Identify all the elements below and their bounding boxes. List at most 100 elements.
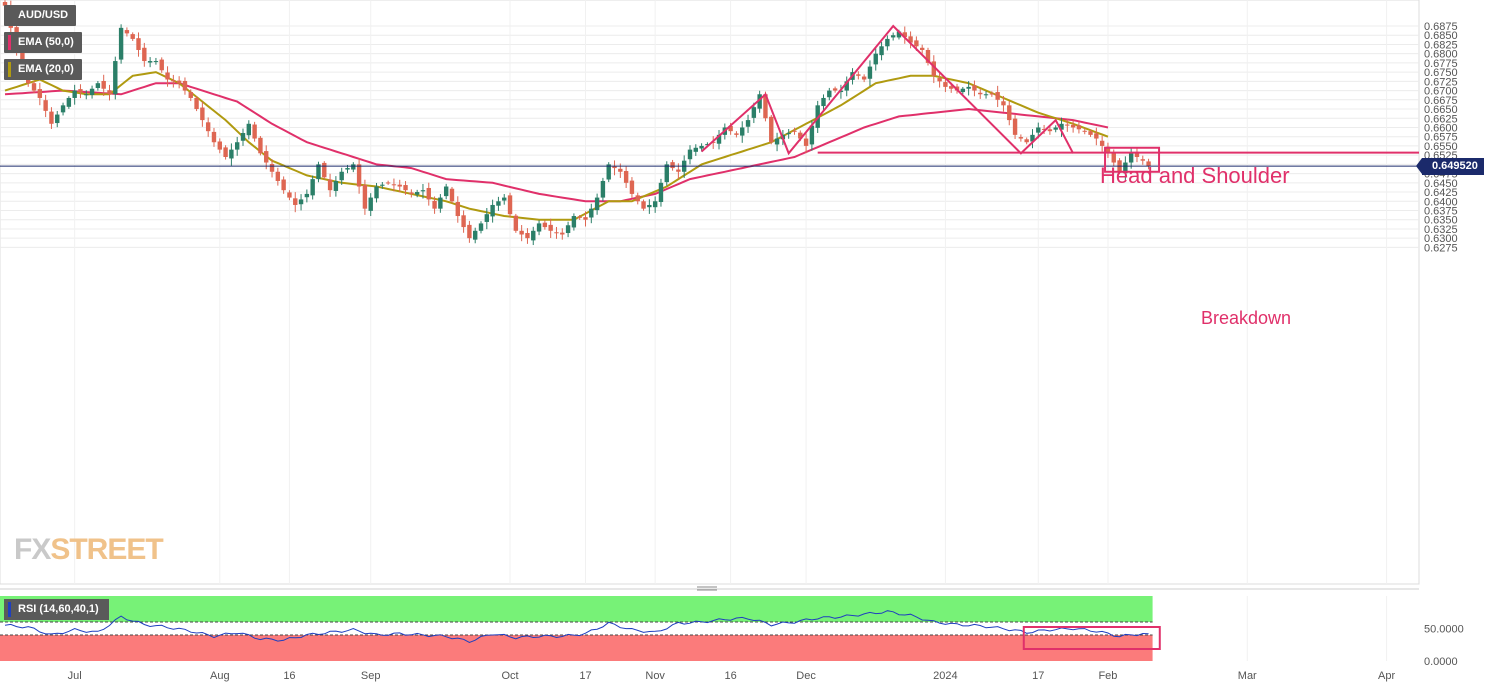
time-tick-label: Nov	[645, 670, 665, 682]
candle-body	[275, 171, 281, 181]
candle-body	[217, 141, 222, 150]
candle-body	[49, 111, 54, 124]
candle-body	[525, 233, 530, 239]
candle-body	[31, 83, 37, 91]
candle-body	[1128, 153, 1134, 163]
candle-body	[89, 88, 95, 96]
candle-body	[1018, 137, 1024, 139]
price-tick-label: 0.6375	[1424, 206, 1458, 218]
price-tick-label: 0.6650	[1424, 104, 1458, 116]
candle-body	[356, 164, 362, 187]
ema50-swatch	[8, 35, 11, 50]
candle-body	[652, 201, 658, 208]
ema50-line-layer	[4, 82, 1109, 203]
candle-body	[142, 47, 147, 62]
time-tick-label: 17	[1032, 670, 1044, 682]
candle-body	[687, 149, 693, 160]
ema20-swatch	[8, 62, 11, 77]
rsi-line	[4, 610, 1149, 644]
candle-body	[496, 201, 501, 206]
candle-body	[159, 59, 164, 71]
rsi-legend[interactable]: RSI (14,60,40,1)	[4, 599, 109, 620]
candle-body	[298, 199, 304, 205]
price-tick-label: 0.6400	[1424, 196, 1458, 208]
candle-body	[147, 61, 153, 63]
price-tick-label: 0.6450	[1424, 178, 1458, 190]
candle-body	[171, 80, 176, 82]
candle-body	[763, 94, 768, 119]
candle-body	[345, 168, 350, 170]
price-tick-label: 0.6275	[1424, 242, 1458, 254]
candle-body	[879, 46, 884, 56]
candle-body	[316, 164, 321, 180]
candle-body	[594, 197, 600, 211]
candle-body	[623, 171, 629, 183]
candle-body	[1024, 139, 1029, 143]
time-tick-label: Feb	[1098, 670, 1117, 682]
candle-body	[176, 80, 182, 84]
candle-body	[978, 92, 983, 95]
candle-body	[66, 97, 72, 107]
candle-body	[1088, 131, 1093, 135]
price-tick-label: 0.6350	[1424, 215, 1458, 227]
candle-body	[641, 201, 646, 209]
candle-body	[124, 30, 130, 34]
candle-body	[449, 188, 455, 202]
candle-body	[658, 182, 664, 203]
candle-body	[351, 164, 356, 170]
candle-body	[2, 2, 8, 6]
candle-body	[409, 192, 414, 194]
candle-body	[432, 200, 437, 209]
head-shoulder-zigzag	[700, 24, 1074, 156]
candle-body	[1047, 129, 1053, 132]
candle-body	[368, 197, 373, 211]
price-tick-label: 0.6725	[1424, 76, 1458, 88]
ema50-legend[interactable]: EMA (50,0)	[4, 32, 82, 53]
price-tick-label: 0.6750	[1424, 67, 1458, 79]
candle-body	[1123, 162, 1128, 174]
candle-body	[902, 32, 907, 38]
time-tick-label: Jul	[68, 670, 82, 682]
candle-body	[612, 166, 617, 169]
candle-body	[60, 105, 66, 113]
symbol-legend[interactable]: AUD/USD	[4, 5, 77, 26]
candle-body	[130, 34, 135, 39]
symbol-label: AUD/USD	[18, 9, 69, 21]
candle-body	[757, 94, 762, 109]
candle-body	[223, 147, 228, 157]
candle-body	[403, 185, 408, 191]
ema20-legend[interactable]: EMA (20,0)	[4, 59, 82, 80]
candle-body	[43, 100, 48, 111]
candle-body	[914, 40, 919, 47]
candle-body	[391, 184, 397, 186]
breakdown-box	[1104, 146, 1161, 173]
candle-body	[490, 204, 495, 217]
candle-body	[269, 164, 275, 172]
candle-body	[931, 61, 936, 76]
candle-body	[258, 137, 263, 154]
candle-body	[165, 72, 170, 80]
candle-body	[861, 76, 867, 80]
rsi-overbought-zone	[0, 596, 1153, 622]
time-tick-label: Aug	[210, 670, 230, 682]
candle-body	[803, 138, 809, 146]
candle-body	[960, 88, 966, 93]
candle-body	[188, 92, 193, 98]
ema50-label: EMA (50,0)	[18, 36, 74, 48]
price-tick-label: 0.6625	[1424, 113, 1458, 125]
candle-body	[438, 197, 443, 209]
candle-body	[107, 90, 112, 95]
fxstreet-logo: FXSTREET	[14, 533, 164, 566]
candle-body	[606, 164, 611, 180]
candle-body	[1094, 133, 1099, 139]
price-tick-label: 0.6425	[1424, 187, 1458, 199]
candle-body	[194, 97, 199, 110]
candle-body	[635, 195, 640, 202]
candle-body	[1065, 124, 1070, 126]
price-tick-label: 0.6300	[1424, 233, 1458, 245]
candle-body	[728, 125, 733, 132]
candle-body	[484, 214, 490, 222]
candle-body	[153, 61, 159, 63]
time-tick-label: Sep	[361, 670, 381, 682]
